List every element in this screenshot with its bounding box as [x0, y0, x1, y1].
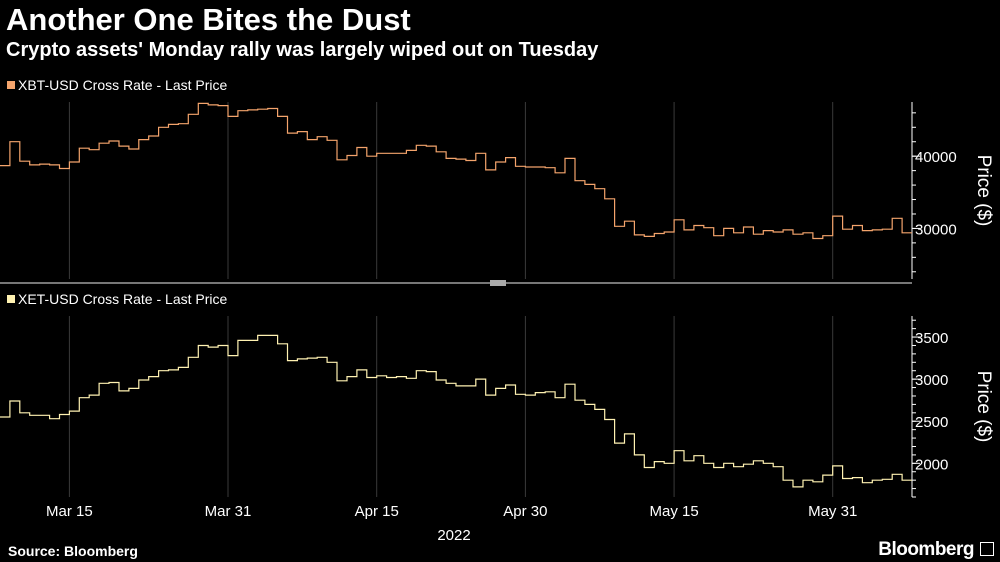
y-axis-label: Price ($) — [973, 371, 994, 443]
source-note: Source: Bloomberg — [8, 543, 138, 559]
bloomberg-logo: Bloomberg — [878, 539, 974, 560]
y-tick-label: 3500 — [915, 330, 948, 347]
x-tick-label: Apr 30 — [503, 503, 547, 520]
legend-swatch — [7, 295, 15, 303]
x-tick-label: May 15 — [649, 503, 698, 520]
x-tick-label: May 31 — [808, 503, 857, 520]
y-tick-label: 2000 — [915, 456, 948, 473]
legend-label: XBT-USD Cross Rate - Last Price — [18, 77, 227, 93]
price-series-line — [0, 102, 912, 240]
x-year-label: 2022 — [437, 527, 470, 544]
btc-panel: 30000 40000 Price ($) XBT-USD Cross Rate - … — [0, 77, 994, 279]
y-tick-label: 40000 — [915, 149, 957, 166]
x-tick-label: Mar 15 — [46, 503, 93, 520]
price-series-line — [0, 334, 912, 488]
y-tick-label: 30000 — [915, 221, 957, 238]
y-axis-label: Price ($) — [973, 155, 994, 227]
chart-subtitle: Crypto assets' Monday rally was largely … — [6, 39, 599, 61]
eth-panel: 2000 2500 3000 3500 Price ($) XET-USD Cross R… — [0, 291, 994, 498]
panel-divider-handle — [490, 280, 506, 286]
legend-label: XET-USD Cross Rate - Last Price — [18, 291, 227, 307]
chart-title: Another One Bites the Dust — [6, 2, 411, 37]
y-tick-label: 2500 — [915, 414, 948, 431]
x-tick-label: Apr 15 — [355, 503, 399, 520]
bloomberg-mark-icon — [980, 542, 994, 556]
x-axis: Mar 15 Mar 31 Apr 15 Apr 30 May 15 May 31 2022 — [46, 503, 857, 544]
x-tick-label: Mar 31 — [205, 503, 252, 520]
y-tick-label: 3000 — [915, 372, 948, 389]
legend-swatch — [7, 81, 15, 89]
